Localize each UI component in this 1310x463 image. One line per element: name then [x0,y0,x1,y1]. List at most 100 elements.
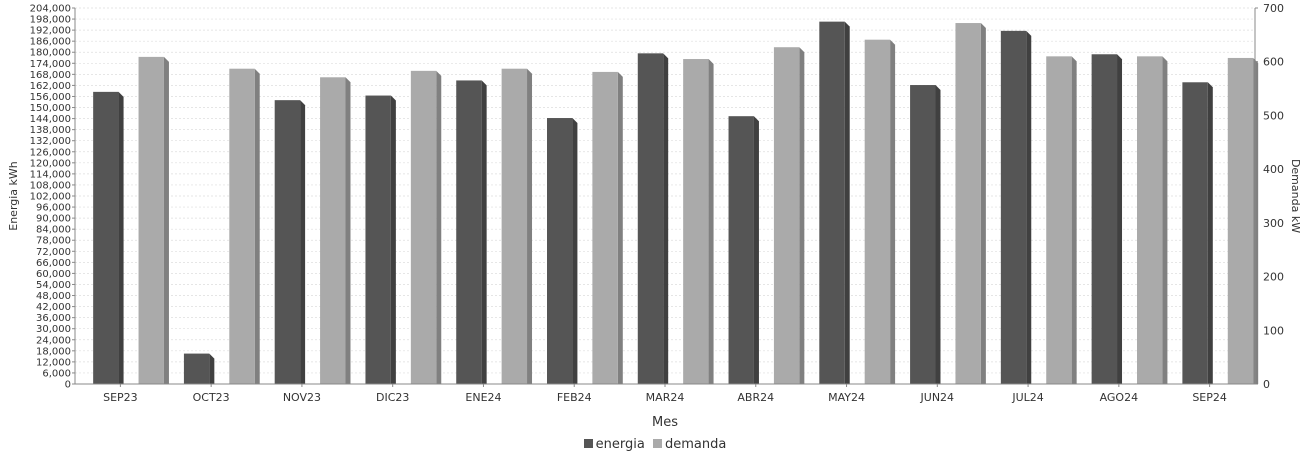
bar-side-demanda [1071,56,1077,384]
left-tick-label: 114,000 [30,169,71,180]
bar-demanda [138,56,164,384]
left-tick-label: 60,000 [36,269,71,280]
right-tick-label: 400 [1263,163,1284,176]
bar-energia [819,21,845,384]
left-tick-label: 96,000 [36,203,71,214]
x-tick-label: DIC23 [376,391,409,404]
bar-demanda [1046,56,1072,384]
bar-energia [728,116,754,385]
bar-energia [274,100,301,384]
x-tick-label: JUL24 [1011,391,1043,404]
bar-side-demanda [1253,57,1259,384]
x-tick-label: JUN24 [920,391,955,404]
left-tick-label: 24,000 [36,335,71,346]
x-tick-label: NOV23 [283,391,321,404]
legend-label-demanda: demanda [664,437,727,452]
bar-energia [456,80,482,384]
bar-energia [183,353,210,384]
bar-demanda [683,59,709,385]
bar-side-demanda [254,68,260,384]
left-tick-label: 6,000 [42,368,71,379]
bar-energia [910,85,936,384]
legend-label-energia: energia [595,437,645,452]
bar-energia [1182,82,1208,384]
left-tick-label: 162,000 [30,81,71,92]
bar-side-energia [390,95,396,385]
x-tick-label: AGO24 [1100,391,1139,404]
bar-demanda [1227,57,1254,384]
left-tick-label: 204,000 [30,4,71,15]
left-tick-label: 12,000 [36,357,71,368]
left-tick-label: 168,000 [30,70,71,81]
left-tick-label: 102,000 [30,192,71,203]
left-tick-label: 138,000 [30,125,71,136]
bar-energia [1091,54,1118,384]
right-tick-label: 600 [1263,56,1284,69]
left-tick-label: 42,000 [36,302,71,313]
legend-item-demanda: demanda [652,437,727,452]
bar-energia [1000,30,1027,385]
left-tick-label: 54,000 [36,280,71,291]
left-tick-label: 198,000 [30,15,71,26]
left-tick-label: 180,000 [30,48,71,59]
bar-side-energia [1117,54,1123,384]
right-tick-label: 100 [1263,324,1284,337]
bar-side-demanda [1162,56,1168,384]
left-tick-label: 90,000 [36,214,71,225]
bar-side-demanda [345,77,351,384]
legend-item-energia: energia [583,437,645,452]
x-tick-label: SEP24 [1192,391,1227,404]
bar-side-energia [844,21,850,384]
left-tick-label: 78,000 [36,236,71,247]
bar-side-energia [118,91,124,385]
left-tick-label: 72,000 [36,247,71,258]
bar-side-demanda [436,70,442,385]
left-tick-label: 84,000 [36,225,71,236]
bar-demanda [229,68,255,384]
bar-side-energia [1207,82,1213,384]
right-axis-title: Demanda kW [1289,159,1302,233]
bar-side-demanda [527,68,533,384]
x-tick-label: ABR24 [737,391,774,404]
x-tick-label: SEP23 [103,391,138,404]
bar-side-energia [663,53,669,384]
legend-swatch-demanda [652,439,662,448]
right-tick-label: 200 [1263,271,1284,284]
left-tick-label: 150,000 [30,103,71,114]
bar-side-energia [753,116,759,385]
series-energia [93,21,1213,385]
bar-energia [365,95,391,385]
left-tick-label: 48,000 [36,291,71,302]
bar-demanda [501,68,528,384]
bar-side-energia [481,80,487,384]
left-tick-label: 66,000 [36,258,71,269]
bar-side-demanda [799,47,805,385]
right-tick-label: 0 [1263,378,1270,391]
left-tick-label: 36,000 [36,313,71,324]
right-tick-label: 700 [1263,2,1284,15]
bar-energia [547,118,573,385]
right-tick-label: 300 [1263,217,1284,230]
left-tick-label: 186,000 [30,37,71,48]
bar-demanda [410,70,437,385]
bar-demanda [773,47,800,385]
x-tick-label: MAR24 [646,391,685,404]
bar-side-energia [300,100,306,384]
legend-swatch-energia [583,439,593,448]
left-tick-label: 144,000 [30,114,71,125]
bar-side-energia [935,85,941,384]
bar-side-energia [572,118,578,385]
left-tick-label: 0 [65,380,71,391]
bar-side-demanda [980,23,986,384]
bar-side-energia [209,353,215,384]
left-axis-title: Energia kWh [7,161,20,231]
legend: energia demanda [0,437,1310,452]
bar-side-demanda [890,39,896,384]
bar-demanda [1137,56,1163,384]
bar-side-energia [1026,30,1032,385]
bar-energia [637,53,664,384]
bar-side-demanda [708,59,714,385]
left-tick-label: 18,000 [36,346,71,357]
left-tick-label: 174,000 [30,59,71,70]
